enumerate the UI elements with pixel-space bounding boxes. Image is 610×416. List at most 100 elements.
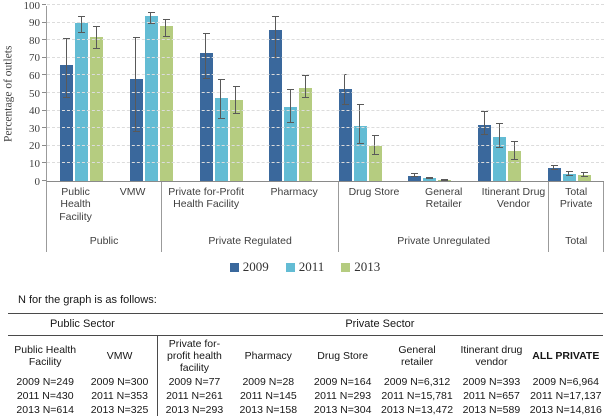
y-axis-tick xyxy=(42,92,46,93)
gridline xyxy=(47,144,604,146)
error-bar-capb xyxy=(162,35,170,37)
error-bar xyxy=(411,173,419,178)
error-bar-capb xyxy=(63,97,71,99)
plot-area xyxy=(42,4,604,182)
error-bar-capt xyxy=(132,36,140,38)
error-bar-capt xyxy=(496,122,504,124)
axis-group: Drug Store General Retailer Itinerant Drug… xyxy=(339,182,550,252)
legend-swatch xyxy=(285,262,295,272)
bar-chart: Percentage of outlets 0 10 20 30 40 50 60 70 80 9… xyxy=(0,0,610,275)
bar-2009 xyxy=(408,175,422,181)
category-label: Total Private xyxy=(559,186,593,211)
error-bar-stem xyxy=(513,140,515,160)
legend: 2009 2011 2013 xyxy=(0,259,610,275)
group-label: Total xyxy=(565,235,588,247)
y-axis-tick xyxy=(42,21,46,23)
error-bar-capt xyxy=(287,89,295,91)
error-bar xyxy=(356,103,364,145)
error-bar-stem xyxy=(135,36,137,132)
y-axis-tick-label: 10 xyxy=(29,157,40,170)
bar-slot xyxy=(368,6,382,181)
column-header: Drug Store xyxy=(317,350,369,363)
category-label: General Retailer xyxy=(425,186,463,211)
error-bar xyxy=(302,75,310,99)
error-bar-capt xyxy=(511,140,519,142)
bar-slot xyxy=(214,6,228,181)
n-cell: 2011 N=353 xyxy=(91,390,148,403)
bar-slot xyxy=(299,6,313,181)
y-axis-title: Percentage of outlets xyxy=(2,45,15,143)
y-axis-tick xyxy=(42,162,46,164)
error-bar xyxy=(202,33,210,79)
legend-swatch xyxy=(341,262,351,272)
bar-slot xyxy=(159,6,173,181)
bar-category xyxy=(465,6,535,181)
y-axis-tick-labels: 0 10 20 30 40 50 60 70 80 90 100 xyxy=(16,0,41,188)
bar-slot xyxy=(90,6,104,181)
group-label: Private Regulated xyxy=(208,235,292,247)
bar-2009 xyxy=(199,52,213,181)
n-cell: 2009 N=164 xyxy=(313,376,372,389)
n-cell: 2011 N=657 xyxy=(463,390,520,403)
bar-category xyxy=(326,6,396,181)
n-table: Public Sector Private Sector Public Healt… xyxy=(8,313,603,416)
error-bar-stem xyxy=(304,75,306,99)
column-header: Public Health Facility xyxy=(14,344,77,369)
n-cell: 2009 N=77 xyxy=(156,376,231,391)
category-label-row: Total Private xyxy=(549,182,603,235)
n-cell: 2011 N=261 xyxy=(156,390,231,405)
error-bar xyxy=(217,78,225,120)
y-axis-tick-label: 100 xyxy=(23,0,41,12)
error-bar-capb xyxy=(565,174,573,176)
n-cell: 2009 N=249 xyxy=(16,376,74,389)
error-bar xyxy=(287,89,295,123)
bar-category xyxy=(256,6,326,181)
bar-2013 xyxy=(299,87,313,181)
bar-2011 xyxy=(144,15,158,181)
error-bar-capb xyxy=(232,113,240,115)
column-header: Itinerant drug vendor xyxy=(460,344,523,369)
error-bar-stem xyxy=(344,73,346,106)
error-bar-stem xyxy=(483,110,485,136)
legend-item: 2011 xyxy=(285,259,324,275)
n-cell: 2011 N=145 xyxy=(239,390,297,403)
error-bar-stem xyxy=(413,173,415,178)
error-bar-capb xyxy=(202,77,210,79)
n-cell: 2009 N=393 xyxy=(462,376,521,389)
error-bar-capb xyxy=(287,121,295,123)
bar-groups xyxy=(47,6,604,181)
bar-2011 xyxy=(493,137,507,181)
error-bar-capb xyxy=(93,48,101,49)
gridline xyxy=(47,162,604,164)
n-cell: 2013 N=158 xyxy=(239,404,298,416)
bar-category xyxy=(47,6,117,181)
gridline xyxy=(47,21,604,23)
error-bar-capb xyxy=(302,97,310,99)
y-axis-tick-label: 70 xyxy=(29,52,40,65)
gridline xyxy=(47,56,604,58)
sector-header: Private Sector xyxy=(345,318,415,330)
bar-2009 xyxy=(129,78,143,181)
bar-2009 xyxy=(269,29,283,181)
bar-2011 xyxy=(353,126,367,181)
error-bar-capt xyxy=(481,110,489,112)
error-bar-capb xyxy=(78,32,86,34)
error-bar-stem xyxy=(165,19,167,37)
bar-slot xyxy=(423,6,437,181)
gridline xyxy=(47,39,604,41)
category-label: Public Health Facility xyxy=(59,186,92,223)
error-bar-capt xyxy=(565,171,573,173)
error-bar-stem xyxy=(205,33,207,79)
bar-2013 xyxy=(508,151,522,181)
y-axis-tick-label: 60 xyxy=(29,69,40,82)
error-bar-stem xyxy=(359,103,361,145)
column-header: General retailer xyxy=(398,344,436,369)
table-body: 2009 N=249 2009 N=300 2009 N=77 2009 N=28 20… xyxy=(8,376,603,416)
bar-slot xyxy=(508,6,522,181)
y-axis-tick-label: 80 xyxy=(29,34,40,47)
error-bar xyxy=(496,122,504,148)
y-axis-tick xyxy=(42,144,46,146)
error-bar-capt xyxy=(411,173,419,175)
error-bar xyxy=(550,165,558,171)
